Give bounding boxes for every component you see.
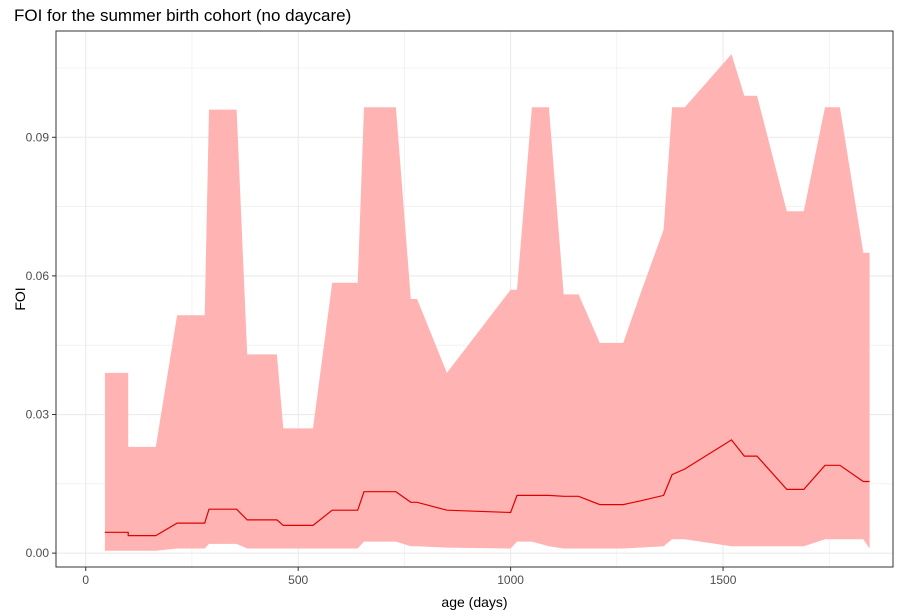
x-axis-title: age (days) [441, 594, 507, 610]
y-axis-title: FOI [12, 287, 28, 310]
x-axis: 0 500 1000 1500 [82, 567, 737, 587]
y-axis: 0.00 0.03 0.06 0.09 [26, 130, 56, 560]
x-tick-label: 1500 [710, 573, 737, 587]
y-tick-label: 0.00 [26, 546, 50, 560]
x-tick-label: 1000 [497, 573, 524, 587]
y-tick-label: 0.09 [26, 130, 50, 144]
y-tick-label: 0.03 [26, 408, 50, 422]
foi-line [104, 439, 870, 537]
x-tick-label: 500 [288, 573, 308, 587]
y-tick-label: 0.06 [26, 269, 50, 283]
confidence-ribbon [104, 54, 870, 551]
x-tick-label: 0 [82, 573, 89, 587]
chart-title: FOI for the summer birth cohort (no dayc… [14, 6, 352, 25]
plot-panel-border [55, 30, 894, 568]
